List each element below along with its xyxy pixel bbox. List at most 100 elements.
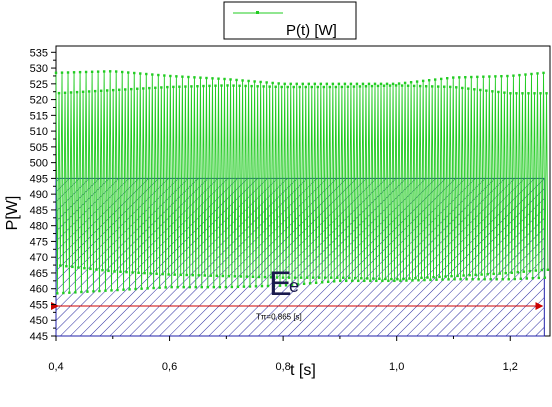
data-point: [80, 290, 83, 294]
data-point: [381, 279, 384, 283]
data-point: [518, 73, 521, 77]
data-point: [272, 284, 276, 288]
data-point: [140, 287, 143, 290]
data-point: [299, 276, 303, 279]
data-point: [187, 75, 190, 79]
data-point: [334, 85, 338, 89]
data-point: [329, 276, 333, 279]
data-point: [370, 84, 374, 88]
data-point: [476, 75, 479, 79]
y-tick-label: 495: [30, 173, 48, 185]
data-point: [178, 85, 181, 88]
data-point: [373, 82, 377, 86]
data-point: [534, 269, 538, 272]
data-point: [71, 265, 74, 269]
legend-box: [223, 1, 357, 40]
data-point: [259, 80, 262, 84]
y-tick-label: 490: [30, 189, 48, 201]
y-tick-label: 475: [30, 236, 48, 248]
data-point: [384, 277, 387, 281]
data-point: [482, 75, 485, 78]
data-point: [211, 77, 214, 80]
data-point: [157, 73, 160, 77]
data-point: [530, 72, 533, 76]
data-point: [254, 285, 258, 288]
data-point: [388, 84, 392, 87]
data-point: [95, 268, 98, 271]
data-point: [203, 274, 206, 277]
data-point: [509, 92, 512, 95]
data-point: [397, 82, 401, 85]
y-tick-label: 530: [30, 63, 48, 75]
data-point: [348, 276, 351, 280]
data-point: [244, 84, 247, 88]
data-point: [522, 270, 525, 273]
data-point: [342, 276, 345, 279]
y-tick-label: 485: [30, 205, 48, 217]
data-point: [339, 279, 342, 283]
data-point: [521, 92, 524, 95]
data-point: [139, 72, 142, 75]
y-tick-label: 450: [30, 315, 48, 327]
data-point: [531, 277, 535, 280]
data-point: [471, 278, 474, 281]
data-point: [479, 88, 482, 92]
data-point: [166, 85, 169, 89]
data-point: [163, 74, 166, 77]
y-tick-label: 510: [30, 126, 48, 138]
data-point: [515, 92, 518, 95]
x-tick-label: 0,8: [275, 361, 290, 373]
data-point: [498, 272, 501, 275]
data-point: [271, 81, 274, 85]
data-point: [185, 273, 188, 277]
data-point: [406, 84, 410, 87]
data-point: [84, 70, 88, 74]
data-point: [528, 269, 532, 273]
data-point: [510, 271, 513, 275]
data-point: [354, 276, 357, 280]
data-point: [536, 72, 539, 75]
data-point: [486, 273, 489, 276]
data-point: [313, 82, 317, 86]
x-axis-label: t [s]: [290, 362, 316, 379]
data-point: [170, 285, 173, 289]
data-point: [184, 85, 187, 88]
data-point: [545, 92, 548, 95]
data-point: [167, 273, 170, 276]
data-point: [513, 277, 516, 281]
data-point: [367, 82, 371, 86]
data-point: [83, 267, 86, 270]
data-point: [450, 275, 453, 278]
data-point: [382, 84, 386, 87]
data-point: [96, 70, 100, 73]
data-point: [277, 82, 280, 85]
data-point: [99, 89, 103, 92]
data-point: [74, 291, 77, 294]
data-point: [458, 76, 461, 79]
data-point: [441, 278, 444, 281]
y-tick-label: 470: [30, 252, 48, 264]
data-point: [296, 283, 300, 286]
data-point: [376, 84, 380, 88]
data-point: [161, 272, 164, 276]
data-point: [399, 279, 402, 282]
data-point: [133, 71, 136, 75]
data-point: [317, 276, 321, 279]
data-point: [492, 272, 495, 276]
data-point: [114, 70, 118, 73]
data-point: [232, 84, 235, 87]
data-point: [543, 276, 547, 279]
data-point: [477, 278, 480, 281]
data-point: [260, 284, 264, 288]
data-point: [519, 277, 522, 280]
y-axis: 445 450 455 460 465 470 475 480 485 490 495 500 505 5…: [30, 47, 56, 343]
data-point: [435, 278, 438, 281]
data-point: [539, 92, 542, 95]
data-point: [86, 290, 89, 293]
data-point: [205, 76, 208, 80]
data-point: [266, 284, 270, 288]
data-point: [429, 278, 432, 282]
data-point: [173, 273, 176, 276]
data-point: [298, 85, 301, 89]
data-point: [224, 285, 228, 289]
